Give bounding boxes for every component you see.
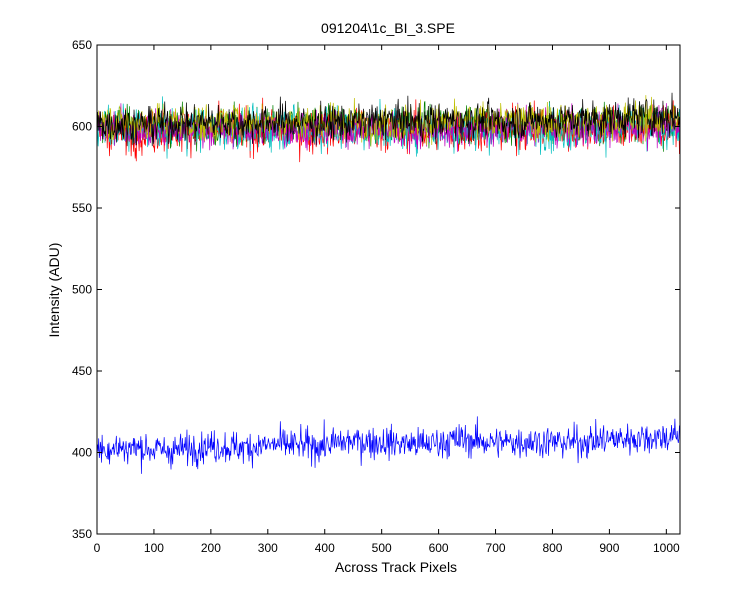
x-tick-label: 700 bbox=[486, 541, 506, 555]
x-tick-label: 400 bbox=[315, 541, 335, 555]
x-tick-label: 0 bbox=[94, 541, 101, 555]
y-tick-label: 500 bbox=[72, 283, 92, 297]
series-layer bbox=[96, 92, 681, 474]
series-line bbox=[96, 95, 681, 147]
y-tick-label: 400 bbox=[72, 446, 92, 460]
x-tick-label: 300 bbox=[258, 541, 278, 555]
y-tick-label: 550 bbox=[72, 201, 92, 215]
x-tick-label: 500 bbox=[372, 541, 392, 555]
y-tick-label: 450 bbox=[72, 364, 92, 378]
ticks-layer: 0 100 200 300 400 500 600 700 800 900 1000 350 400 45… bbox=[72, 38, 680, 555]
y-tick-label: 350 bbox=[72, 527, 92, 541]
x-tick-label: 600 bbox=[429, 541, 449, 555]
series-line bbox=[96, 416, 681, 474]
y-tick-label: 600 bbox=[72, 120, 92, 134]
x-tick-label: 900 bbox=[599, 541, 619, 555]
chart-title: 091204\1c_BI_3.SPE bbox=[321, 20, 455, 36]
y-tick-label: 650 bbox=[72, 38, 92, 52]
x-tick-label: 800 bbox=[542, 541, 562, 555]
x-axis-label: Across Track Pixels bbox=[335, 559, 457, 575]
series-line bbox=[96, 92, 681, 147]
x-tick-label: 1000 bbox=[653, 541, 680, 555]
y-axis-label: Intensity (ADU) bbox=[46, 243, 62, 338]
x-tick-label: 200 bbox=[201, 541, 221, 555]
x-tick-label: 100 bbox=[144, 541, 164, 555]
